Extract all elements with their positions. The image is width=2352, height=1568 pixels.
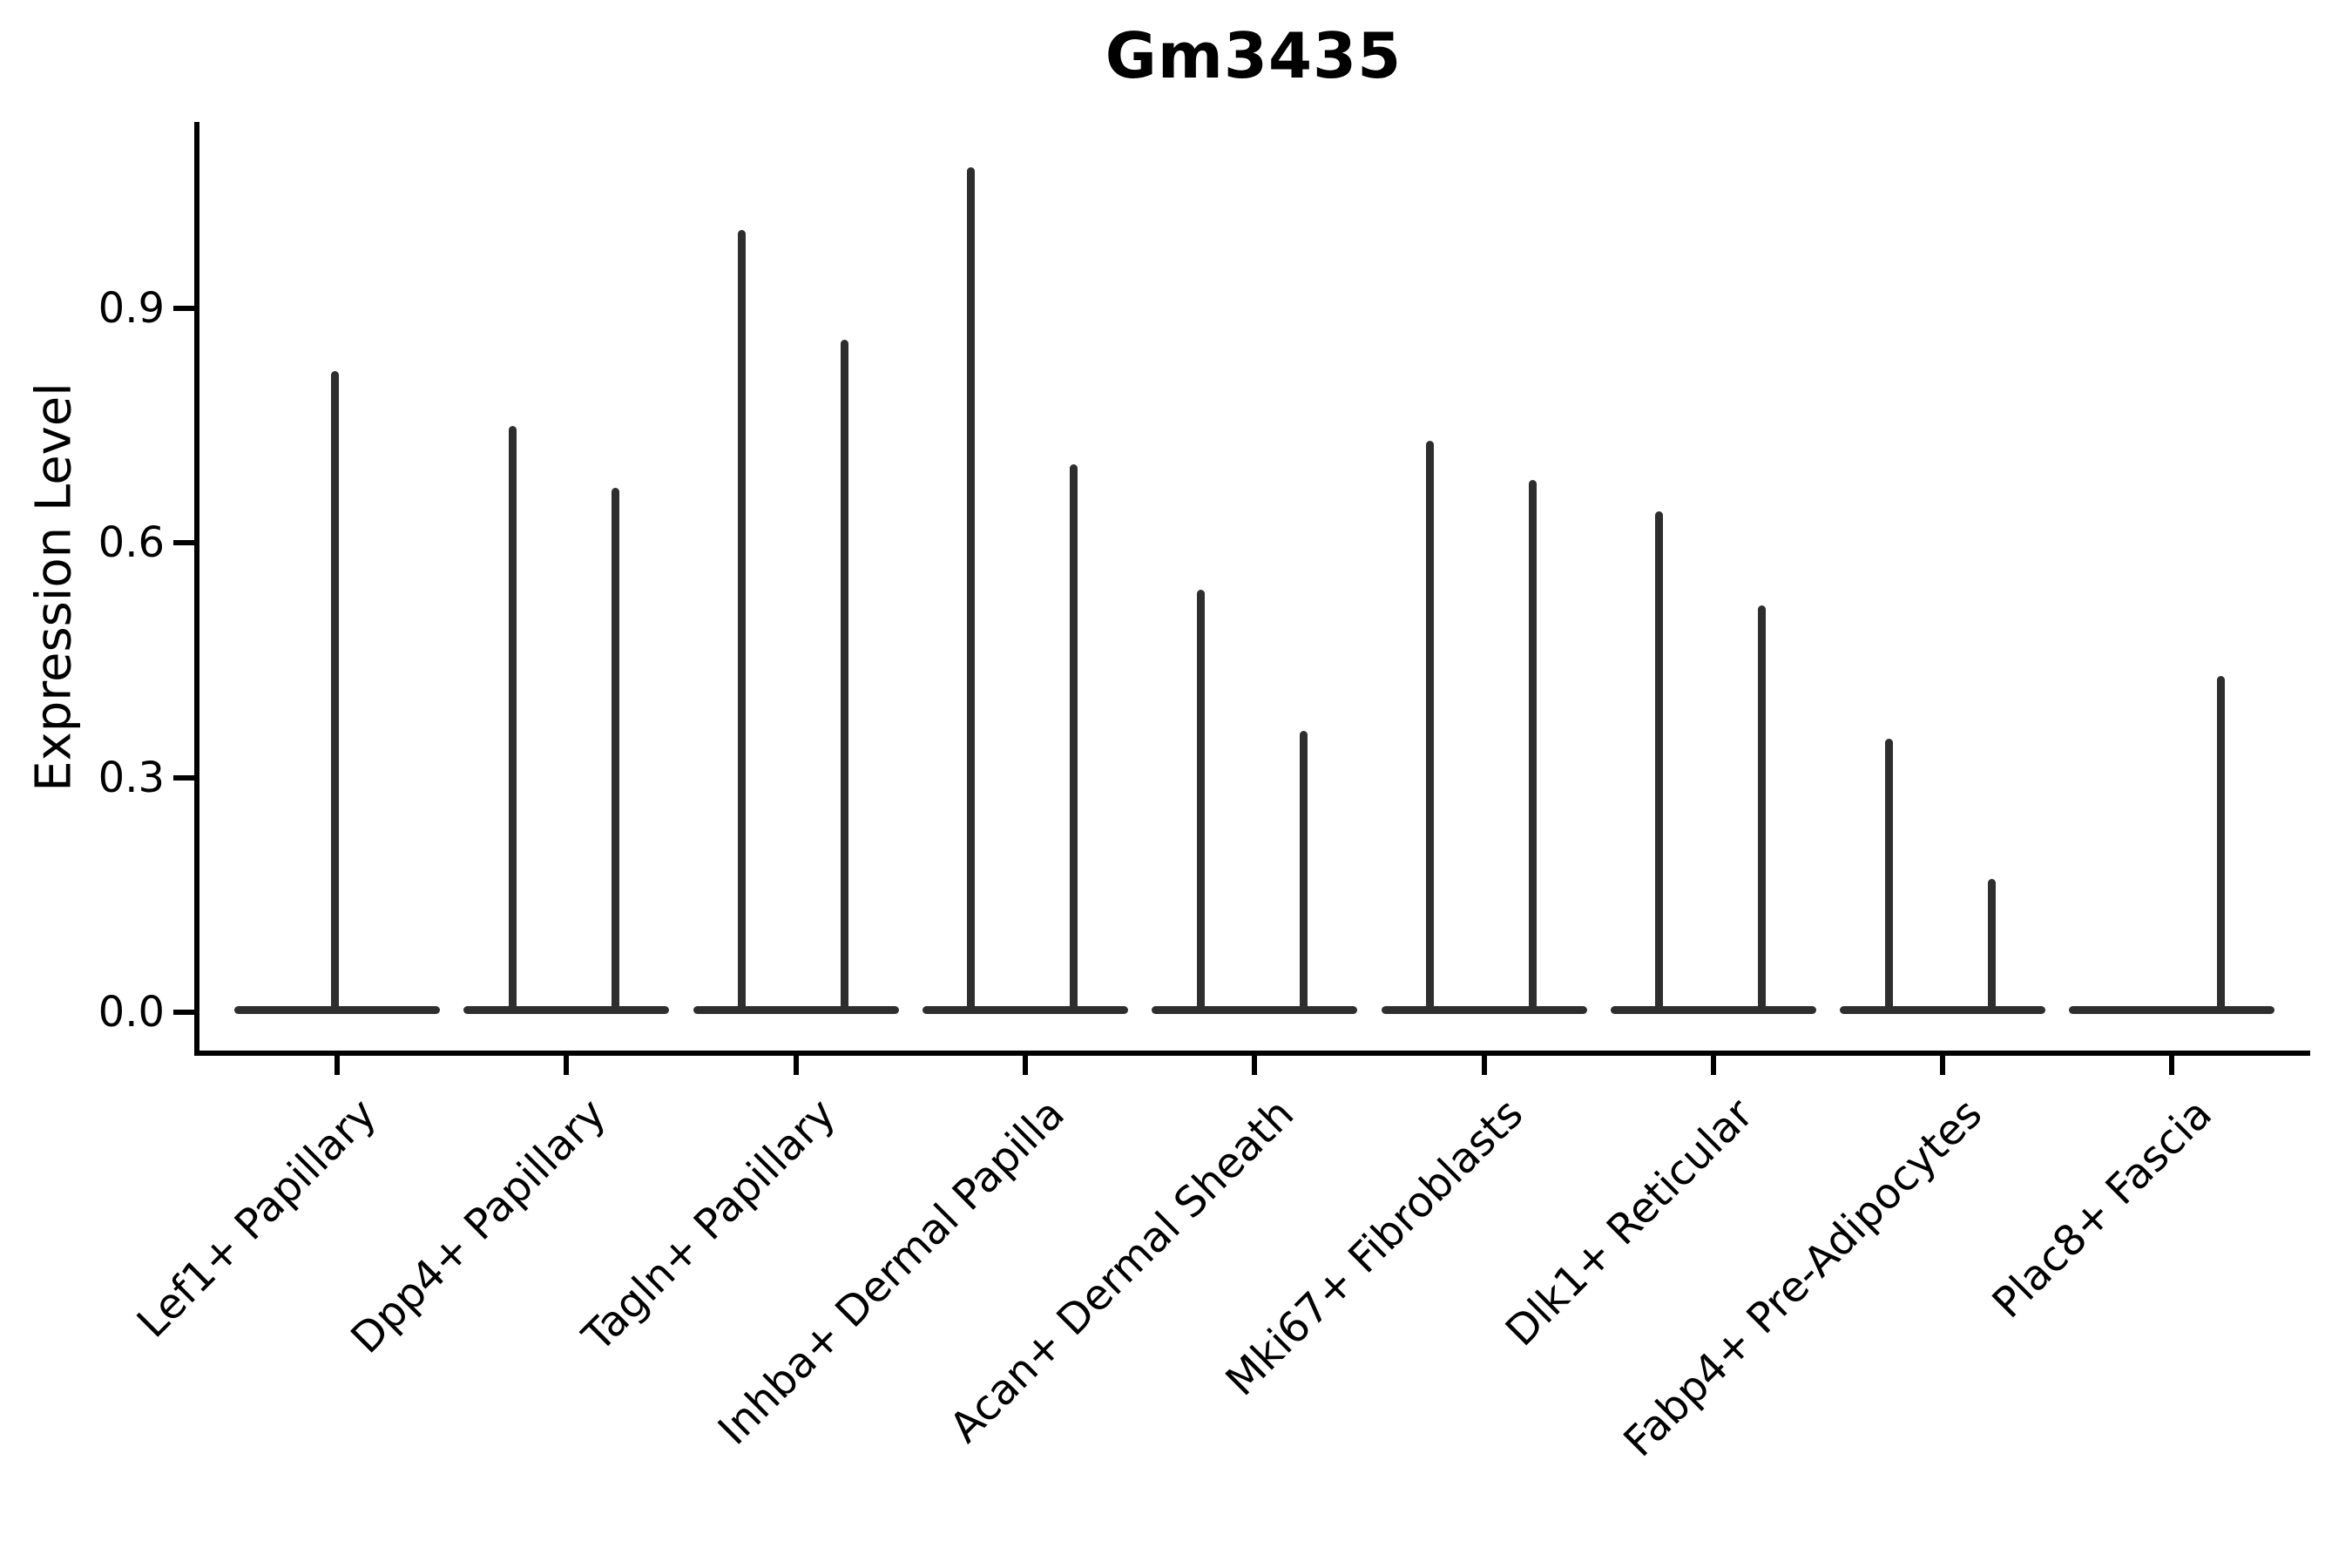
violin-body <box>922 1005 1128 1014</box>
violin-spike <box>1987 879 1996 1011</box>
violin-body <box>1610 1005 1816 1014</box>
y-axis-spine <box>194 122 199 1056</box>
x-tick-label: Lef1+ Papillary <box>128 1089 387 1348</box>
violin-body <box>1840 1005 2046 1014</box>
y-tick-label: 0.3 <box>98 753 165 802</box>
violin-spike <box>330 370 339 1011</box>
violin-spike <box>611 488 619 1011</box>
violin-body <box>463 1005 670 1014</box>
y-tick-mark <box>173 774 194 781</box>
chart-title: Gm3435 <box>1105 19 1402 92</box>
y-tick-mark <box>173 540 194 546</box>
violin-body <box>2069 1005 2275 1014</box>
x-tick-mark <box>2169 1056 2175 1075</box>
violin-spike <box>1758 605 1767 1011</box>
y-tick-label: 0.6 <box>98 518 165 568</box>
x-tick-mark <box>1940 1056 1946 1075</box>
violin-spike <box>1426 441 1434 1011</box>
violin-spike <box>1070 464 1078 1011</box>
y-tick-label: 0.0 <box>98 988 165 1037</box>
violin-body <box>693 1005 899 1014</box>
x-axis-spine <box>194 1051 2310 1056</box>
violin-spike <box>1655 511 1664 1011</box>
y-tick-label: 0.9 <box>98 283 165 333</box>
violin-spike <box>1529 480 1537 1011</box>
violin-spike <box>1196 590 1205 1011</box>
x-tick-mark <box>1252 1056 1258 1075</box>
x-tick-mark <box>1710 1056 1716 1075</box>
violin-body <box>1381 1005 1587 1014</box>
y-tick-mark <box>173 1010 194 1015</box>
y-axis-title: Expression Level <box>25 382 83 792</box>
violin-spike <box>508 425 517 1011</box>
x-tick-mark <box>335 1056 340 1075</box>
x-tick-mark <box>793 1056 799 1075</box>
x-tick-label: Dpp4+ Papillary <box>341 1089 616 1363</box>
violin-body <box>1152 1005 1358 1014</box>
x-tick-mark <box>564 1056 570 1075</box>
violin-spike <box>841 339 849 1011</box>
violin-spike <box>1884 738 1893 1011</box>
x-tick-label: Plac8+ Fascia <box>1983 1089 2221 1328</box>
x-tick-label: Dlk1+ Reticular <box>1496 1089 1762 1356</box>
x-tick-mark <box>1481 1056 1487 1075</box>
violin-spike <box>1299 730 1308 1011</box>
x-tick-mark <box>1022 1056 1028 1075</box>
violin-spike <box>2216 675 2225 1011</box>
violin-spike <box>738 230 747 1011</box>
y-tick-mark <box>173 305 194 311</box>
violin-spike <box>967 167 976 1011</box>
x-tick-label: Tagln+ Papillary <box>573 1089 845 1362</box>
